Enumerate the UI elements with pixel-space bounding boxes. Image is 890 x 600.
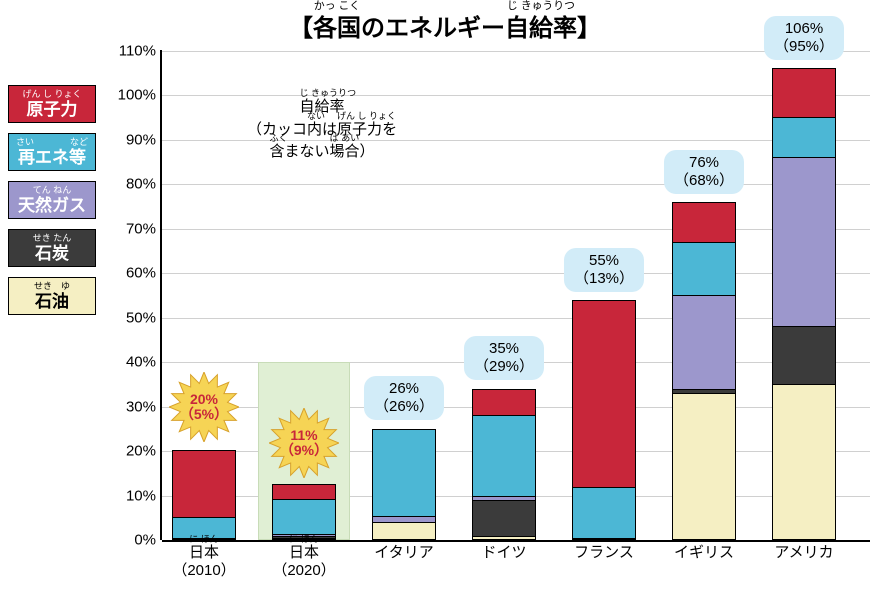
value-bubble-france: 55%（13%） bbox=[564, 248, 644, 292]
bar-uk bbox=[672, 202, 736, 540]
ytick-label: 0% bbox=[134, 532, 162, 549]
bar-germany bbox=[472, 389, 536, 540]
bar-usa bbox=[772, 68, 836, 540]
bar-seg-oil bbox=[372, 522, 436, 540]
ytick-label: 90% bbox=[126, 131, 162, 148]
value-sunburst-jp2020: 11%（9%） bbox=[269, 408, 339, 478]
bar-jp2010 bbox=[172, 450, 236, 540]
ytick-label: 110% bbox=[119, 42, 162, 59]
bar-seg-gas bbox=[372, 516, 436, 523]
ytick-label: 100% bbox=[118, 87, 162, 104]
bar-seg-renew bbox=[372, 429, 436, 516]
legend-item-石炭: せき たん石炭 bbox=[8, 229, 96, 267]
bar-seg-renew bbox=[472, 415, 536, 495]
bar-seg-renew bbox=[272, 499, 336, 533]
bar-seg-nuclear bbox=[472, 389, 536, 416]
gridline bbox=[162, 273, 870, 274]
bar-seg-nuclear bbox=[672, 202, 736, 242]
bar-seg-oil bbox=[672, 393, 736, 540]
xlabel-jp2020: に ほん日本（2020） bbox=[272, 544, 335, 580]
bar-seg-nuclear bbox=[572, 300, 636, 487]
bar-france bbox=[572, 300, 636, 540]
value-bubble-uk: 76%（68%） bbox=[664, 150, 744, 194]
plot-area: 0%10%20%30%40%50%60%70%80%90%100%110%に ほ… bbox=[160, 50, 870, 540]
xlabel-jp2010: に ほん日本（2010） bbox=[172, 544, 235, 580]
xlabel-italy: イタリア bbox=[374, 544, 433, 562]
ytick-label: 30% bbox=[126, 398, 162, 415]
bar-seg-coal bbox=[772, 326, 836, 384]
value-bubble-usa: 106%（95%） bbox=[764, 16, 844, 60]
legend-item-石油: せき ゆ石油 bbox=[8, 277, 96, 315]
xlabel-uk: イギリス bbox=[674, 544, 734, 562]
value-bubble-italy: 26%（26%） bbox=[364, 376, 444, 420]
legend-item-原子力: げん し りょく原子力 bbox=[8, 85, 96, 123]
ytick-label: 60% bbox=[126, 265, 162, 282]
legend-item-再エネ等: さい など再エネ等 bbox=[8, 133, 96, 171]
xlabel-usa: アメリカ bbox=[774, 544, 833, 562]
bar-jp2020 bbox=[272, 484, 336, 540]
bar-seg-oil bbox=[772, 384, 836, 540]
note-text: じ きゅうりつ自給率（カッコない内はげん し りょく原子力をふく含まないば あい… bbox=[247, 96, 397, 164]
bar-seg-nuclear bbox=[272, 484, 336, 500]
gridline bbox=[162, 229, 870, 230]
bar-seg-gas bbox=[772, 157, 836, 326]
bar-italy bbox=[372, 429, 436, 540]
gridline bbox=[162, 184, 870, 185]
xlabel-france: フランス bbox=[574, 544, 634, 562]
bar-seg-oil bbox=[572, 538, 636, 540]
bar-seg-nuclear bbox=[172, 450, 236, 517]
ytick-label: 70% bbox=[126, 220, 162, 237]
bar-seg-gas bbox=[672, 295, 736, 388]
xlabel-germany: ドイツ bbox=[481, 544, 526, 562]
ytick-label: 10% bbox=[126, 487, 162, 504]
value-sunburst-jp2010: 20%（5%） bbox=[169, 372, 239, 442]
chart-title: 【かっ こく各国のエネルギーじ きゅうりつ自給率】 bbox=[0, 8, 890, 43]
ytick-label: 80% bbox=[126, 176, 162, 193]
bar-seg-nuclear bbox=[772, 68, 836, 117]
bar-seg-coal bbox=[472, 500, 536, 536]
bar-seg-oil bbox=[472, 536, 536, 540]
bar-seg-renew bbox=[772, 117, 836, 157]
legend-item-天然ガス: てん ねん天然ガス bbox=[8, 181, 96, 219]
gridline bbox=[162, 318, 870, 319]
value-bubble-germany: 35%（29%） bbox=[464, 336, 544, 380]
ytick-label: 40% bbox=[126, 354, 162, 371]
legend: げん し りょく原子力さい など再エネ等てん ねん天然ガスせき たん石炭せき ゆ… bbox=[8, 85, 96, 325]
ytick-label: 50% bbox=[126, 309, 162, 326]
bar-seg-renew bbox=[672, 242, 736, 295]
x-axis bbox=[162, 540, 870, 542]
ytick-label: 20% bbox=[126, 443, 162, 460]
bar-seg-renew bbox=[572, 487, 636, 538]
